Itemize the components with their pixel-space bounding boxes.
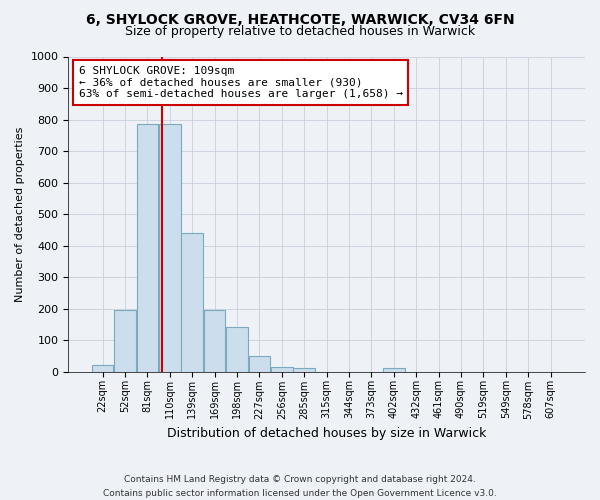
- Bar: [181, 233, 203, 372]
- Bar: [204, 310, 226, 372]
- Bar: [92, 365, 113, 372]
- Text: Contains HM Land Registry data © Crown copyright and database right 2024.
Contai: Contains HM Land Registry data © Crown c…: [103, 476, 497, 498]
- Bar: [293, 368, 315, 372]
- Text: 6 SHYLOCK GROVE: 109sqm
← 36% of detached houses are smaller (930)
63% of semi-d: 6 SHYLOCK GROVE: 109sqm ← 36% of detache…: [79, 66, 403, 99]
- Y-axis label: Number of detached properties: Number of detached properties: [15, 126, 25, 302]
- Bar: [383, 368, 405, 372]
- X-axis label: Distribution of detached houses by size in Warwick: Distribution of detached houses by size …: [167, 427, 487, 440]
- Text: 6, SHYLOCK GROVE, HEATHCOTE, WARWICK, CV34 6FN: 6, SHYLOCK GROVE, HEATHCOTE, WARWICK, CV…: [86, 12, 514, 26]
- Bar: [226, 328, 248, 372]
- Text: Size of property relative to detached houses in Warwick: Size of property relative to detached ho…: [125, 25, 475, 38]
- Bar: [248, 356, 271, 372]
- Bar: [137, 124, 158, 372]
- Bar: [271, 367, 293, 372]
- Bar: [159, 124, 181, 372]
- Bar: [114, 310, 136, 372]
